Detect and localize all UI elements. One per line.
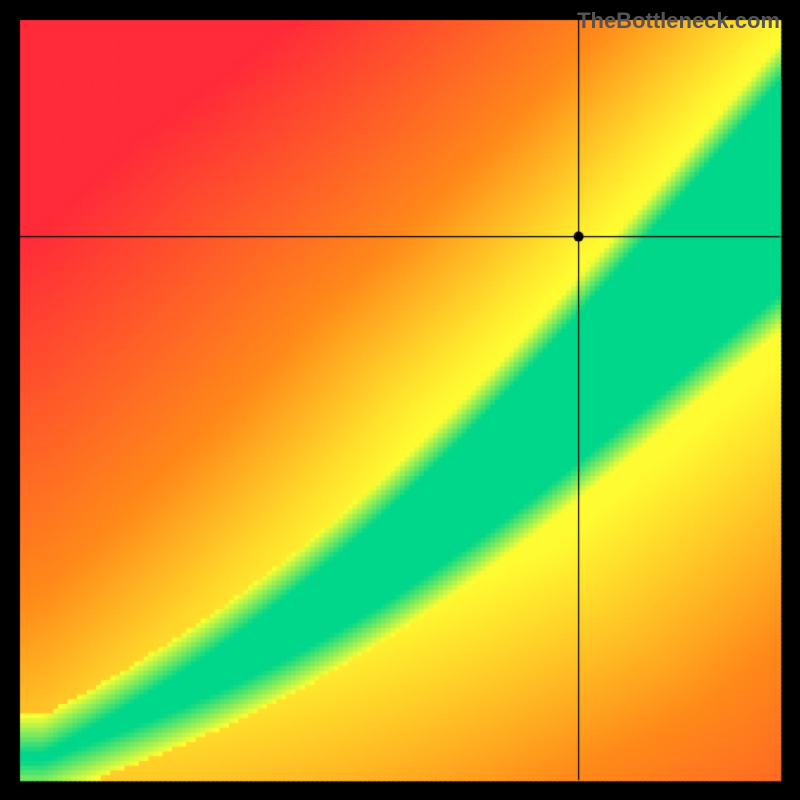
- watermark-label: TheBottleneck.com: [577, 8, 780, 34]
- chart-container: TheBottleneck.com: [0, 0, 800, 800]
- bottleneck-heatmap: [0, 0, 800, 800]
